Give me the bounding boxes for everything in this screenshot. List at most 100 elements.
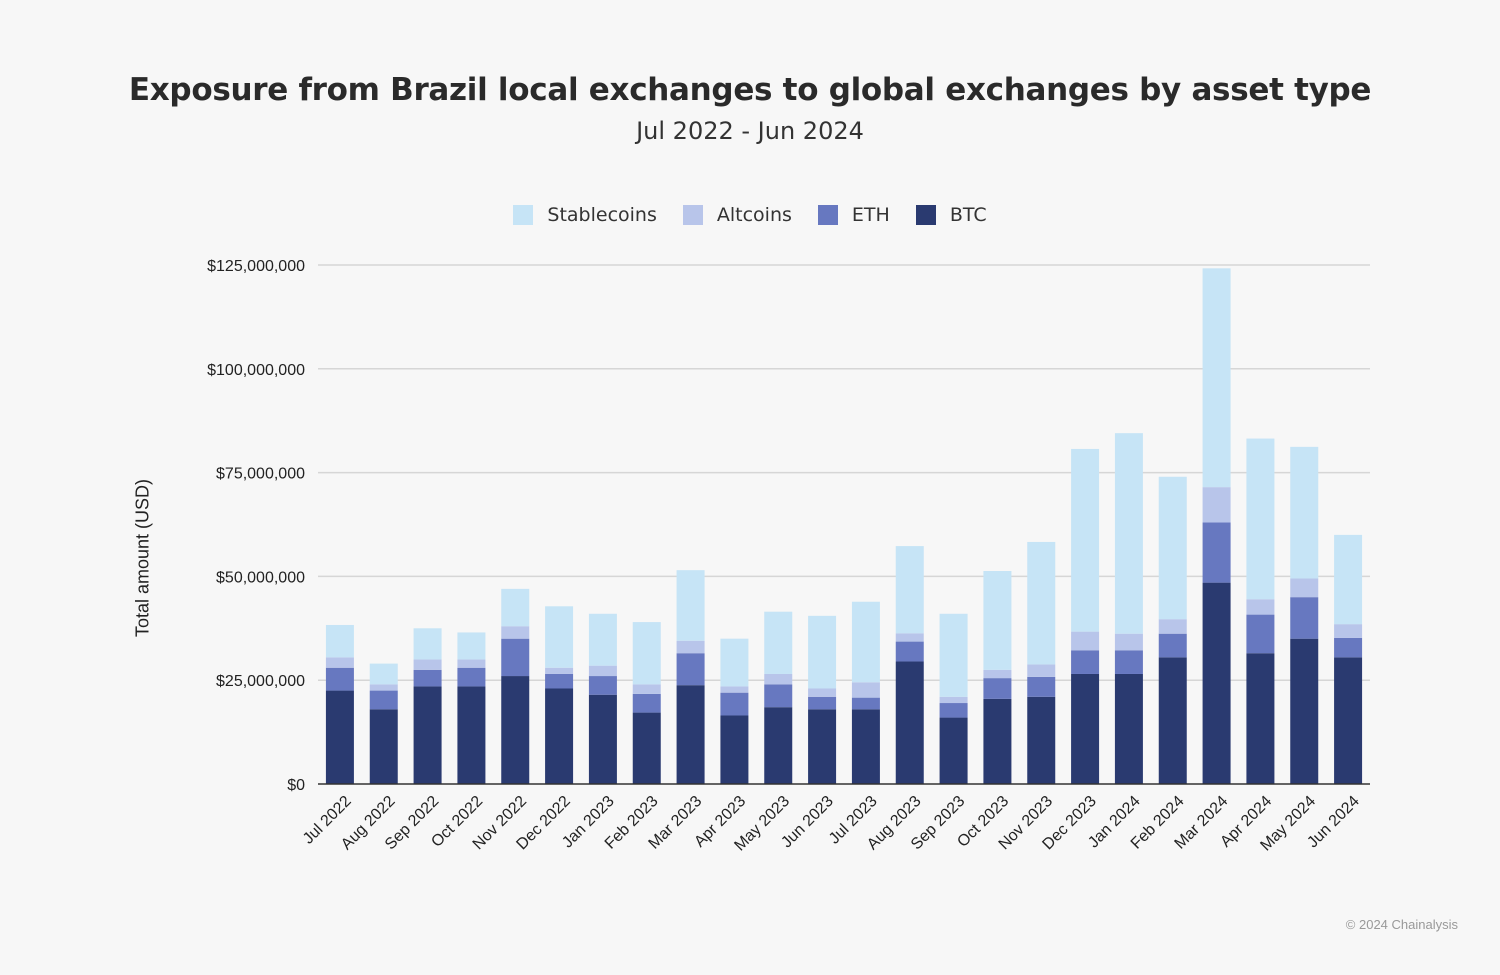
y-tick-label: $100,000,000 bbox=[207, 362, 305, 379]
bar-segment-eth bbox=[588, 676, 617, 695]
bar-segment-stablecoins bbox=[1246, 438, 1275, 600]
bar-segment-btc bbox=[369, 709, 398, 784]
bar-segment-stablecoins bbox=[720, 638, 749, 687]
bar-segment-btc bbox=[1027, 696, 1056, 784]
bar-segment-btc bbox=[720, 715, 749, 784]
bar-segment-altcoins bbox=[1158, 619, 1187, 634]
bar-segment-stablecoins bbox=[369, 663, 398, 685]
legend-item-eth: ETH bbox=[817, 204, 890, 226]
bar-segment-eth bbox=[501, 638, 530, 677]
bar-segment-btc bbox=[1334, 657, 1363, 784]
bar-segment-altcoins bbox=[1071, 631, 1100, 651]
chart-subtitle: Jul 2022 - Jun 2024 bbox=[636, 117, 864, 145]
bar-segment-btc bbox=[983, 698, 1012, 784]
bar-segment-stablecoins bbox=[1114, 433, 1143, 634]
bar-segment-altcoins bbox=[1290, 578, 1319, 598]
bar-segment-eth bbox=[1334, 637, 1363, 658]
bar-segment-eth bbox=[1290, 597, 1319, 639]
bar-segment-btc bbox=[764, 707, 793, 784]
bar-segment-altcoins bbox=[983, 669, 1012, 679]
bar-segment-btc bbox=[1290, 638, 1319, 784]
bar-segment-stablecoins bbox=[676, 570, 705, 641]
bar-segment-btc bbox=[939, 717, 968, 784]
bar-segment-btc bbox=[545, 688, 574, 784]
legend-label-stablecoins: Stablecoins bbox=[547, 204, 657, 226]
bar-segment-altcoins bbox=[720, 686, 749, 693]
bar-segment-stablecoins bbox=[325, 624, 354, 658]
bar-segment-stablecoins bbox=[1202, 268, 1231, 488]
bar-segment-stablecoins bbox=[1334, 534, 1363, 625]
bar-segment-eth bbox=[1027, 676, 1056, 697]
bar-segment-btc bbox=[676, 685, 705, 784]
legend-item-stablecoins: Stablecoins bbox=[513, 204, 657, 226]
legend-item-btc: BTC bbox=[915, 204, 987, 226]
bar-segment-stablecoins bbox=[939, 613, 968, 697]
bar-segment-stablecoins bbox=[413, 628, 442, 660]
bar-segment-btc bbox=[1246, 653, 1275, 784]
bar-segment-btc bbox=[895, 661, 924, 784]
bar-segment-btc bbox=[325, 690, 354, 784]
bar-segment-stablecoins bbox=[1027, 541, 1056, 665]
bar-segment-altcoins bbox=[325, 657, 354, 668]
bar-segment-eth bbox=[457, 667, 486, 687]
bar-segment-eth bbox=[851, 697, 880, 710]
y-tick-label: $75,000,000 bbox=[216, 466, 305, 483]
bar-segment-stablecoins bbox=[1290, 446, 1319, 579]
bar-segment-eth bbox=[1202, 522, 1231, 583]
bar-segment-stablecoins bbox=[764, 611, 793, 674]
bar-segment-stablecoins bbox=[501, 588, 530, 627]
bar-segment-altcoins bbox=[851, 682, 880, 698]
bar-segment-btc bbox=[851, 709, 880, 784]
bar-segment-stablecoins bbox=[851, 601, 880, 683]
bar-segment-eth bbox=[1114, 650, 1143, 674]
bar-segment-altcoins bbox=[808, 688, 837, 697]
y-tick-label: $125,000,000 bbox=[207, 258, 305, 275]
y-tick-label: $25,000,000 bbox=[216, 673, 305, 690]
bar-segment-eth bbox=[983, 678, 1012, 699]
bar-segment-btc bbox=[457, 686, 486, 784]
bar-segment-altcoins bbox=[676, 640, 705, 654]
bar-segment-altcoins bbox=[1246, 599, 1275, 615]
bar-segment-altcoins bbox=[369, 684, 398, 691]
copyright-footer: © 2024 Chainalysis bbox=[1345, 917, 1458, 932]
bar-segment-eth bbox=[325, 667, 354, 691]
legend-label-altcoins: Altcoins bbox=[716, 204, 792, 226]
bar-segment-eth bbox=[1158, 633, 1187, 658]
bar-segment-altcoins bbox=[764, 673, 793, 685]
bar-segment-altcoins bbox=[1027, 664, 1056, 677]
bar-segment-altcoins bbox=[413, 659, 442, 670]
bar-segment-btc bbox=[632, 712, 661, 784]
bar-segment-btc bbox=[1114, 673, 1143, 784]
legend-swatch-btc bbox=[915, 205, 936, 225]
bar-segment-eth bbox=[1246, 614, 1275, 654]
legend-label-btc: BTC bbox=[949, 204, 987, 226]
chart-title: Exposure from Brazil local exchanges to … bbox=[128, 72, 1372, 108]
legend-swatch-altcoins bbox=[682, 205, 703, 225]
bar-segment-eth bbox=[720, 692, 749, 716]
bar-segment-eth bbox=[369, 690, 398, 710]
legend: Stablecoins Altcoins ETH BTC bbox=[0, 204, 1500, 226]
bar-segment-btc bbox=[1158, 657, 1187, 784]
bar-segment-altcoins bbox=[1114, 633, 1143, 651]
bar-segment-stablecoins bbox=[983, 571, 1012, 670]
bar-segment-eth bbox=[676, 653, 705, 686]
bar-segment-eth bbox=[545, 673, 574, 689]
bar-segment-altcoins bbox=[1334, 624, 1363, 638]
bar-segment-eth bbox=[895, 641, 924, 662]
bar-segment-eth bbox=[632, 693, 661, 713]
bar-segment-btc bbox=[808, 709, 837, 784]
bar-segment-stablecoins bbox=[545, 606, 574, 668]
bar-segment-stablecoins bbox=[632, 622, 661, 685]
bar-segment-stablecoins bbox=[895, 546, 924, 634]
bar-segment-altcoins bbox=[895, 633, 924, 642]
y-tick-label: $50,000,000 bbox=[216, 569, 305, 586]
bar-segment-altcoins bbox=[501, 626, 530, 639]
bar-segment-altcoins bbox=[545, 667, 574, 674]
legend-swatch-eth bbox=[817, 205, 838, 225]
bar-segment-stablecoins bbox=[808, 615, 837, 689]
bar-segment-btc bbox=[588, 694, 617, 784]
bar-segment-btc bbox=[501, 676, 530, 784]
bar-segment-stablecoins bbox=[1071, 448, 1100, 632]
bar-segment-altcoins bbox=[632, 684, 661, 694]
